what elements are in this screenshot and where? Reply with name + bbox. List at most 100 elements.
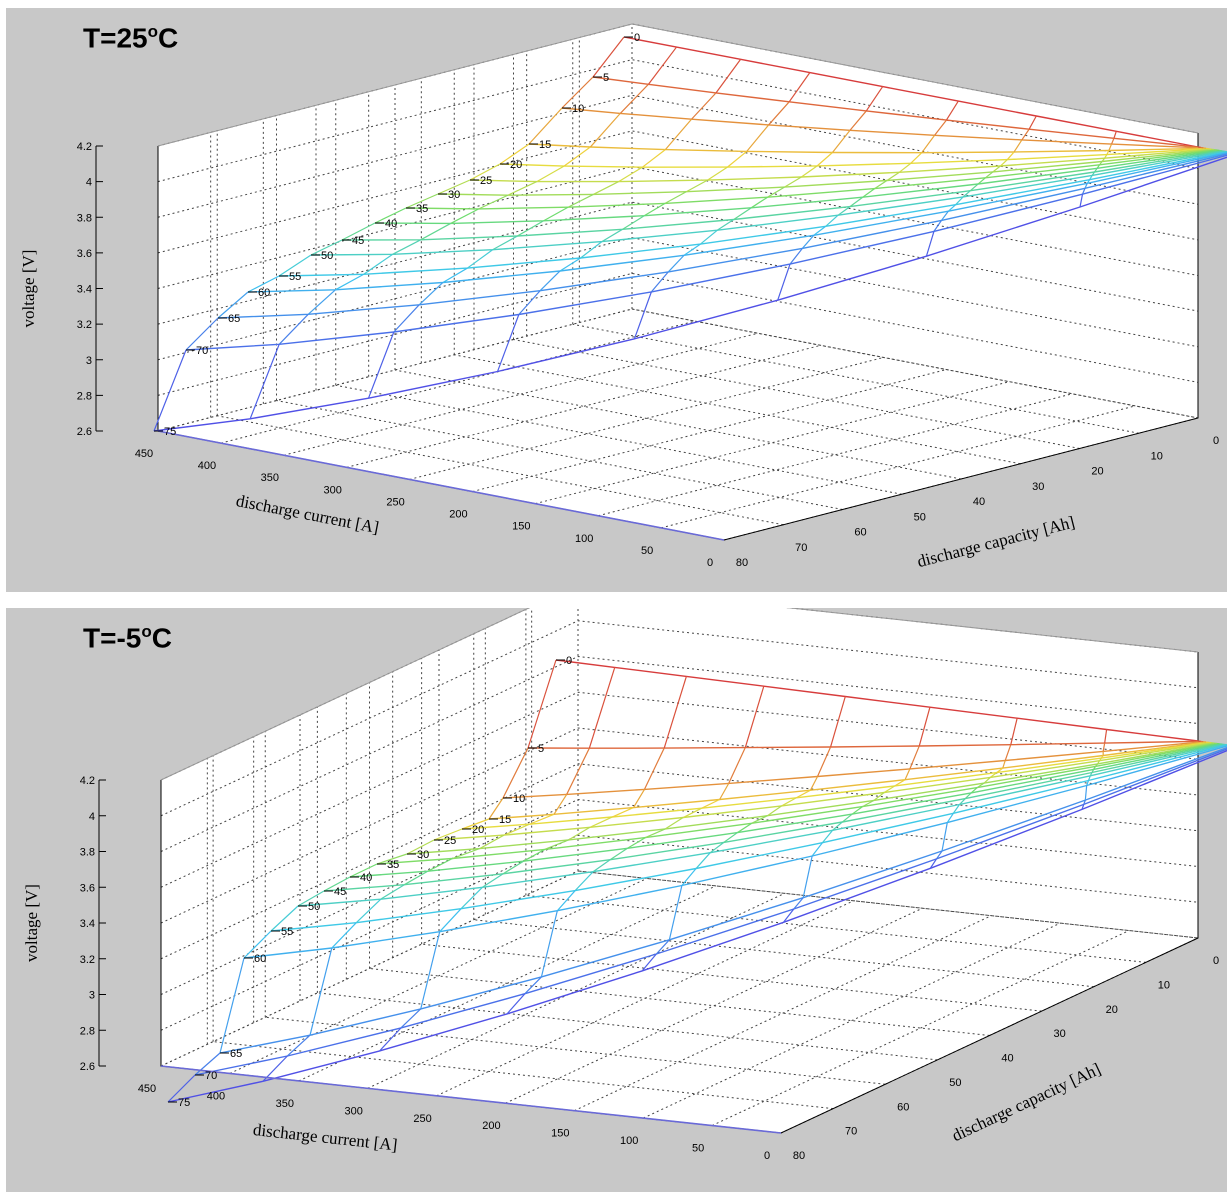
surface-column-segment	[793, 897, 804, 910]
z-tick-label: 3	[86, 355, 92, 367]
surface-column-segment	[811, 842, 823, 857]
curve-labels: 0 5 10 15 20 25 30 35 40 45 50 55 60 65 70 75	[154, 32, 640, 438]
surface-column-segment	[286, 1034, 311, 1057]
surface-column-segment	[499, 143, 530, 165]
x-tick-label: 40	[1001, 1053, 1013, 1065]
x-tick-label: 70	[845, 1126, 857, 1138]
surface-column-segment	[524, 976, 542, 995]
surface-column-segment	[482, 873, 504, 888]
y-tick-label: 250	[386, 496, 404, 508]
x-tick-label: 70	[795, 542, 807, 554]
y-tick-label: 450	[135, 448, 153, 460]
x-tick-label: 10	[1158, 979, 1170, 991]
x-tick-label: 80	[736, 557, 748, 569]
surface-column-segment	[976, 782, 985, 789]
surface-column-segment	[627, 837, 646, 849]
surface-column-segment	[921, 134, 936, 154]
surface-column-segment	[270, 905, 299, 932]
surface-column-segment	[664, 118, 692, 150]
surface-column-segment	[1089, 772, 1093, 777]
surface-column-segment	[194, 1052, 221, 1076]
curve-label: 70	[205, 1070, 217, 1082]
x-tick-label: 20	[1106, 1004, 1118, 1016]
surface-column-segment	[439, 908, 462, 933]
surface-column-segment	[709, 841, 725, 854]
x-tick-label: 0	[1213, 435, 1219, 447]
surface-column-segment	[685, 179, 708, 193]
surface-column-segment	[363, 253, 393, 275]
surface-plot-minus5c: 0510152025303540455055606570752.62.833.2…	[22, 608, 1227, 1162]
x-tick-label: 60	[854, 527, 866, 539]
surface-column-segment	[707, 166, 728, 181]
surface-column-segment	[796, 789, 811, 799]
surface-column-segment	[380, 884, 405, 900]
surface-column-segment	[701, 798, 720, 809]
surface-mesh	[160, 659, 1227, 1134]
y-tick-label: 350	[276, 1098, 294, 1110]
surface-column-segment	[559, 257, 581, 272]
surface-column-segment	[467, 249, 494, 269]
surface-column-segment	[278, 313, 309, 345]
surface-column-segment	[727, 150, 748, 168]
surface-column-segment	[934, 119, 947, 136]
curve-label: 35	[387, 859, 399, 871]
curve-label: 5	[538, 743, 544, 755]
surface-column-segment	[894, 779, 906, 787]
surface-column-segment	[874, 179, 888, 190]
z-axis-label: voltage [V]	[19, 250, 38, 328]
surface-column-segment	[767, 805, 782, 817]
surface-column-segment	[243, 930, 272, 959]
curve-label: 20	[510, 159, 522, 171]
curve-label: 60	[254, 953, 266, 965]
z-tick-label: 3.4	[77, 284, 92, 296]
y-tick-label: 0	[707, 557, 713, 569]
y-tick-label: 100	[575, 533, 593, 545]
surface-column-segment	[832, 821, 843, 831]
surface-column-segment	[862, 799, 875, 808]
surface-column-segment	[488, 797, 504, 820]
y-tick-label: 150	[551, 1128, 569, 1140]
surface-column-segment	[452, 848, 480, 860]
surface-column-segment	[977, 177, 986, 185]
surface-column-segment	[717, 219, 735, 231]
surface-column-segment	[518, 290, 541, 315]
surface-column-segment	[945, 100, 959, 121]
surface-row	[433, 742, 1212, 841]
surface-column-segment	[506, 993, 526, 1015]
surface-column-segment	[589, 816, 613, 828]
surface-column-segment	[335, 273, 364, 291]
surface-column-segment	[433, 828, 463, 841]
surface-column-segment	[1013, 139, 1023, 153]
surface-column-segment	[641, 953, 657, 972]
surface-column-segment	[185, 317, 219, 351]
surface-column-segment	[297, 890, 325, 907]
surface-column-segment	[529, 813, 555, 825]
surface-column-segment	[768, 101, 790, 126]
surface-column-segment	[619, 83, 649, 114]
curve-label: 35	[416, 203, 428, 215]
surface-column-segment	[668, 885, 683, 940]
x-tick-label: 50	[949, 1077, 961, 1089]
surface-column-segment	[561, 76, 594, 109]
curve-label: 75	[164, 426, 176, 438]
y-tick-label: 300	[323, 484, 341, 496]
surface-column-segment	[611, 807, 634, 818]
surface-column-segment	[622, 215, 645, 230]
surface-column-segment	[1104, 729, 1108, 744]
z-tick-label: 3.8	[77, 212, 92, 224]
surface-column-segment	[1104, 154, 1108, 159]
surface-column-segment	[1091, 171, 1096, 176]
curve-label: 0	[634, 32, 640, 44]
y-tick-label: 50	[692, 1143, 704, 1155]
surface-column-segment	[331, 922, 357, 949]
z-tick-label: 3	[89, 990, 95, 1002]
surface-column-segment	[249, 344, 280, 420]
surface-column-segment	[379, 1027, 402, 1052]
surface-column-segment	[767, 186, 785, 198]
surface-column-segment	[507, 181, 538, 196]
surface-column-segment	[1094, 167, 1098, 173]
surface-column-segment	[865, 86, 884, 112]
curve-label: 75	[178, 1097, 190, 1109]
surface-column-segment	[955, 196, 964, 206]
z-axis-label: voltage [V]	[22, 884, 41, 962]
